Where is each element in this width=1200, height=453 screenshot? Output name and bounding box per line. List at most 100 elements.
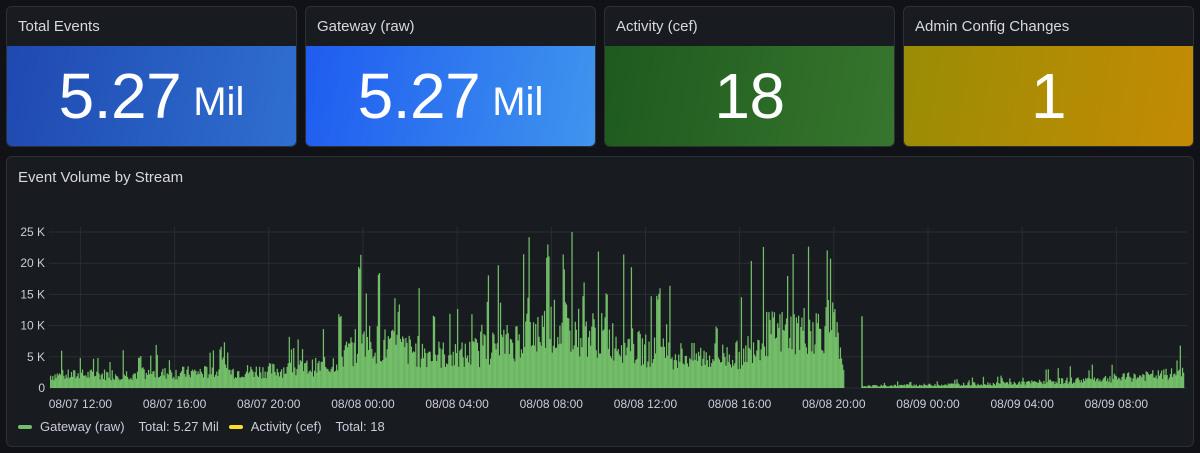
gateway-bar: [228, 369, 230, 388]
gateway-bar: [748, 347, 750, 388]
gateway-bar: [186, 369, 188, 388]
gateway-bar: [562, 254, 564, 388]
gateway-bar: [871, 385, 873, 388]
gateway-bar: [122, 350, 124, 388]
event-volume-chart[interactable]: 0 5 K 10 K 15 K 20 K 25 K 08/07 12:00 08/07 16:…: [7, 157, 1193, 446]
gateway-bar: [69, 377, 72, 388]
stat-panel-activity-cef[interactable]: Activity (cef) 18: [604, 6, 895, 147]
gateway-bar: [1082, 378, 1085, 388]
gateway-bar: [998, 383, 1000, 388]
gateway-bar: [1056, 383, 1058, 388]
gateway-bar: [188, 374, 190, 388]
gateway-bar: [527, 297, 529, 388]
gateway-bar: [922, 386, 924, 388]
gateway-bar: [1038, 379, 1041, 388]
stat-panel-admin-config-changes[interactable]: Admin Config Changes 1: [903, 6, 1194, 147]
gateway-bar: [125, 371, 128, 388]
gateway-bar: [1065, 380, 1067, 388]
gateway-bar: [362, 334, 364, 388]
gateway-bar: [245, 371, 248, 388]
gateway-bar: [440, 367, 442, 388]
gateway-bar: [370, 341, 372, 388]
gateway-bar: [516, 326, 518, 388]
gateway-bar: [1070, 377, 1073, 388]
gateway-bar: [100, 375, 102, 388]
x-tick-label: 08/09 04:00: [990, 397, 1054, 411]
gateway-bar: [1110, 382, 1112, 388]
gateway-bar: [1046, 382, 1048, 388]
gateway-bar: [317, 363, 319, 388]
gateway-bar: [866, 386, 868, 388]
gateway-bar: [98, 373, 100, 388]
stat-panel-gateway-raw[interactable]: Gateway (raw) 5.27 Mil: [305, 6, 596, 147]
gateway-bar: [713, 360, 715, 388]
gateway-bar: [502, 337, 504, 388]
legend-total-gateway: Total: 5.27 Mil: [138, 419, 219, 434]
gateway-bar: [895, 386, 898, 388]
gateway-bar: [1093, 377, 1096, 388]
gateway-bar: [879, 386, 881, 388]
gateway-bar: [482, 345, 484, 388]
gateway-bar: [94, 376, 96, 388]
legend-total-activity: Total: 18: [335, 419, 385, 434]
gateway-bar: [781, 312, 783, 388]
gateway-bar: [803, 307, 805, 388]
gateway-bar: [307, 373, 309, 388]
gateway-bar: [1131, 381, 1133, 388]
gateway-bar: [968, 380, 970, 388]
gateway-bar: [63, 375, 65, 388]
gateway-bar: [618, 354, 620, 388]
gateway-bar: [994, 385, 997, 388]
stat-panel-total-events[interactable]: Total Events 5.27 Mil: [6, 6, 297, 147]
gateway-bar: [669, 285, 671, 388]
gateway-bar: [358, 266, 360, 388]
gateway-bar: [782, 329, 784, 388]
gateway-bar: [1126, 373, 1129, 388]
gateway-bar: [318, 360, 320, 388]
timeseries-panel-event-volume[interactable]: Event Volume by Stream 0 5 K 10 K 15 K 20 K 2…: [6, 156, 1194, 447]
gateway-bar: [712, 359, 714, 388]
gateway-bar: [499, 302, 502, 388]
gateway-bar: [619, 356, 622, 388]
gateway-bar: [509, 338, 512, 388]
gateway-bar: [804, 343, 806, 388]
gateway-bar: [827, 300, 829, 388]
gateway-bar: [306, 360, 308, 388]
gateway-bar: [717, 357, 719, 388]
gateway-bar: [494, 343, 496, 388]
gateway-bar: [279, 371, 282, 388]
gateway-bar: [1136, 377, 1139, 388]
gateway-bar: [286, 366, 288, 388]
gateway-bar: [557, 337, 559, 388]
gateway-bar: [532, 322, 535, 388]
gateway-bar: [163, 375, 165, 388]
gateway-bar: [65, 374, 67, 388]
gateway-bar: [254, 372, 256, 388]
gateway-bar: [90, 369, 92, 388]
gateway-bar: [164, 367, 166, 388]
gateway-bar: [693, 343, 695, 388]
gateway-bar: [447, 364, 449, 388]
gateway-bar: [759, 360, 761, 388]
gateway-bar: [926, 385, 928, 388]
gateway-bar: [408, 335, 410, 388]
gateway-bar: [70, 371, 73, 388]
gateway-bar: [145, 372, 147, 388]
legend-item-activity[interactable]: Activity (cef) Total: 18: [228, 419, 385, 434]
legend-item-gateway[interactable]: Gateway (raw) Total: 5.27 Mil: [18, 419, 219, 434]
gateway-bar: [1107, 378, 1109, 388]
gateway-bar: [891, 385, 893, 388]
gateway-bar: [910, 381, 912, 388]
gateway-bar: [560, 343, 562, 388]
gateway-bar: [1181, 367, 1184, 388]
gateway-bar: [130, 377, 132, 388]
gateway-bar: [945, 384, 947, 388]
gateway-bar: [1075, 379, 1077, 388]
gateway-bar: [299, 360, 301, 388]
gateway-bar: [928, 383, 931, 388]
gateway-bar: [766, 311, 768, 388]
gateway-bar: [222, 357, 224, 388]
gateway-bar: [931, 385, 933, 388]
gateway-bar: [552, 345, 554, 388]
gateway-bar: [861, 316, 863, 388]
